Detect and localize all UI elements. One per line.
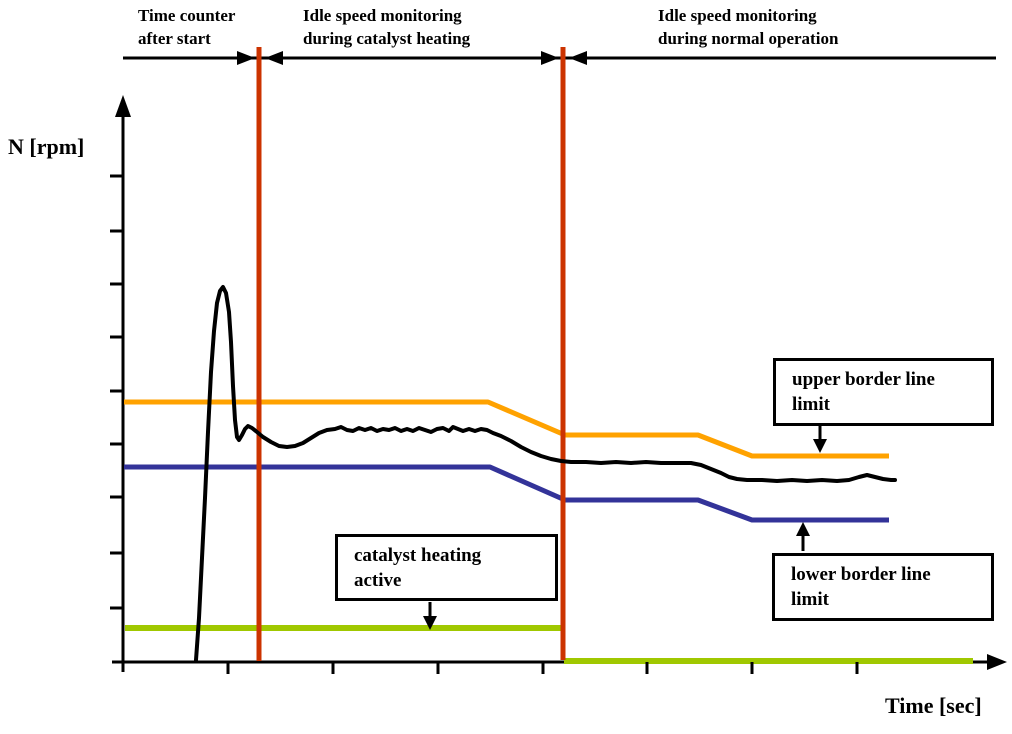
- phase-label-line2: during catalyst heating: [303, 29, 471, 48]
- lower-limit-callout: lower border line limit: [772, 553, 994, 621]
- phase-label-time-counter: Time counter after start: [138, 4, 235, 50]
- callout-text-line1: lower border line: [791, 564, 931, 585]
- lower-callout-arrowhead: [796, 522, 810, 536]
- upper-callout-arrowhead: [813, 439, 827, 453]
- x-axis-label: Time [sec]: [885, 693, 982, 718]
- callout-text-line2: active: [354, 570, 402, 591]
- catalyst-heating-callout: catalyst heating active: [335, 534, 558, 601]
- y-axis-arrowhead: [115, 95, 131, 117]
- phase-label-catalyst-heating: Idle speed monitoring during catalyst he…: [303, 4, 470, 50]
- catalyst-callout-arrowhead: [423, 616, 437, 630]
- ruler-arrow-left-from-divider-2: [569, 51, 587, 65]
- callout-text-line2: limit: [791, 589, 829, 610]
- phase-label-line2: after start: [138, 29, 211, 48]
- callout-text-line1: catalyst heating: [354, 545, 482, 566]
- lower-border-line: [124, 464, 889, 523]
- ruler-arrow-left-from-divider-1: [265, 51, 283, 65]
- phase-label-line1: Idle speed monitoring: [658, 6, 817, 25]
- engine-speed-curve: [194, 285, 897, 662]
- callout-text-line2: limit: [792, 394, 830, 415]
- y-axis-label: N [rpm]: [8, 134, 85, 159]
- phase-label-line2: during normal operation: [658, 29, 839, 48]
- callout-text-line1: upper border line: [792, 369, 935, 390]
- phase-label-normal-operation: Idle speed monitoring during normal oper…: [658, 4, 838, 50]
- ruler-arrow-right-into-divider-2: [541, 51, 559, 65]
- upper-border-line: [124, 399, 889, 459]
- upper-limit-callout: upper border line limit: [773, 358, 994, 426]
- ruler-arrow-right-into-divider-1: [237, 51, 255, 65]
- phase-label-line1: Idle speed monitoring: [303, 6, 462, 25]
- x-axis-arrowhead: [987, 654, 1007, 670]
- phase-label-line1: Time counter: [138, 6, 236, 25]
